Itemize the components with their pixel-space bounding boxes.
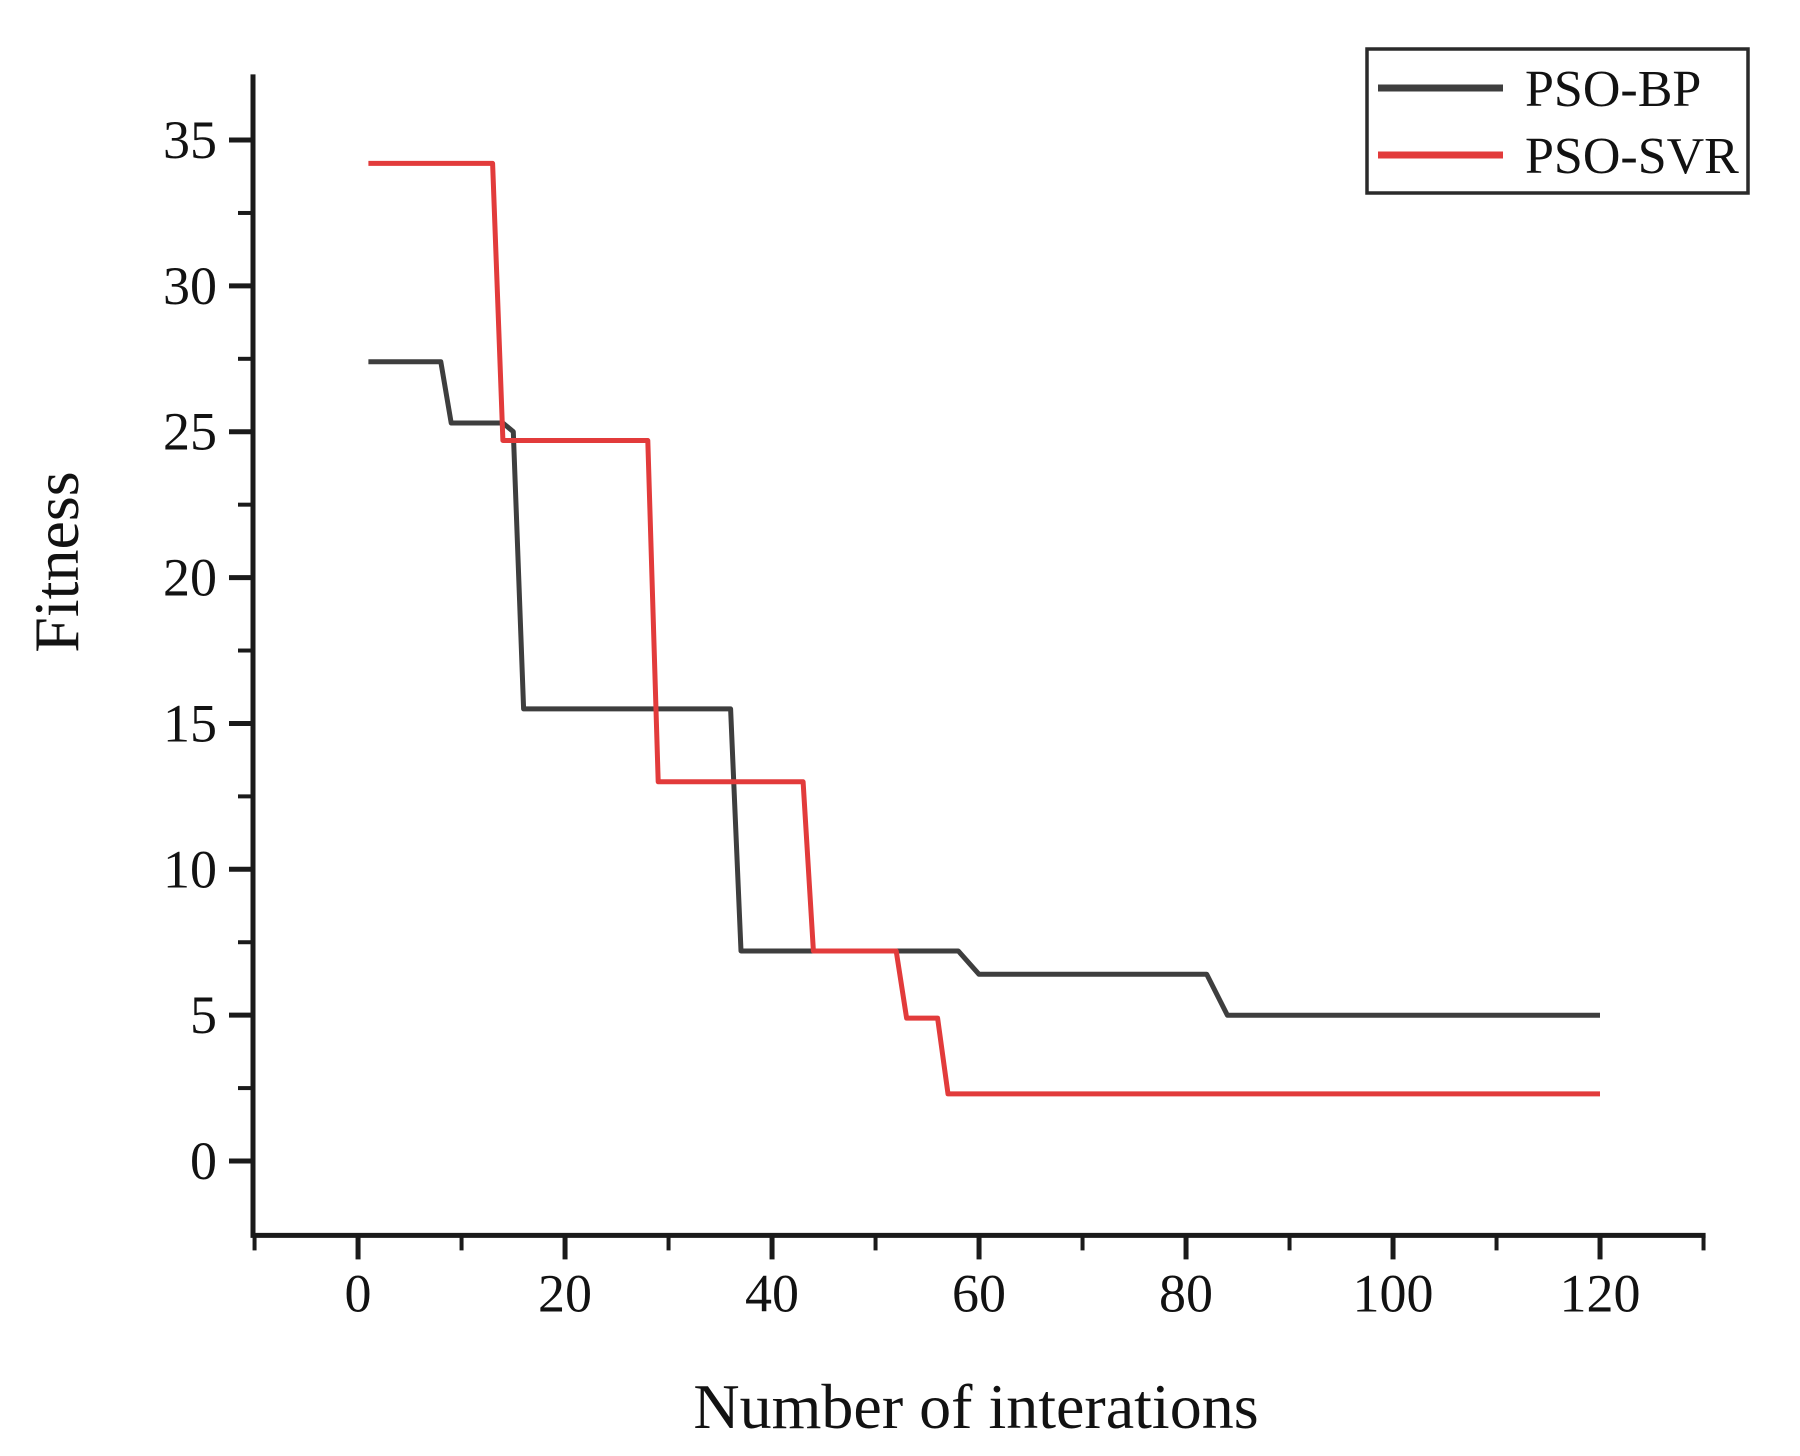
x-tick-label: 120 [1560,1263,1641,1323]
y-tick-label: 5 [190,985,217,1045]
legend-label-pso-svr: PSO-SVR [1525,128,1739,185]
x-tick-label: 0 [345,1263,372,1323]
y-tick-label: 20 [163,548,217,608]
x-tick-label: 80 [1159,1263,1213,1323]
y-tick-label: 0 [190,1131,217,1191]
y-tick-label: 35 [163,110,217,170]
y-tick-label: 25 [163,402,217,462]
series-line-pso-bp [368,359,1600,1018]
legend-box [1365,47,1750,195]
x-axis-title: Number of interations [693,1371,1258,1442]
y-axis-title: Fitness [21,471,92,652]
x-tick-label: 20 [538,1263,592,1323]
y-tick-label: 15 [163,693,217,753]
x-tick-label: 40 [745,1263,799,1323]
y-tick-label: 30 [163,256,217,316]
y-tick-label: 10 [163,839,217,899]
x-tick-label: 60 [952,1263,1006,1323]
series-line-pso-svr [368,160,1600,1097]
legend-label-pso-bp: PSO-BP [1525,61,1701,118]
x-tick-label: 100 [1353,1263,1434,1323]
